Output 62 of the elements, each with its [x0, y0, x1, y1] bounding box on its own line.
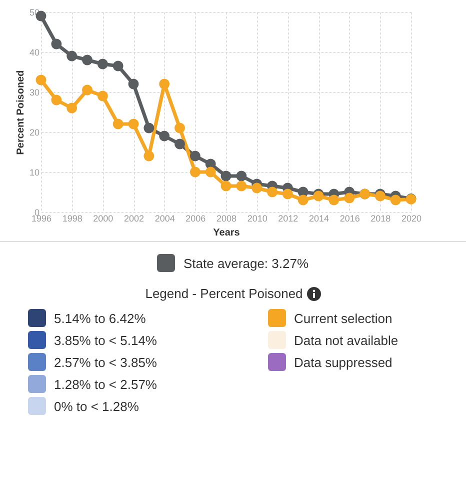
point: [97, 90, 108, 102]
x-tick-label: 1998: [62, 214, 82, 224]
y-tick-label: 30: [29, 88, 40, 98]
point: [51, 94, 62, 106]
point: [267, 186, 278, 198]
text: Data not available: [294, 332, 398, 348]
point: [328, 194, 340, 206]
point: [128, 118, 139, 130]
point: [144, 122, 154, 134]
point: [36, 74, 46, 86]
point: [190, 150, 200, 162]
point: [82, 84, 92, 96]
text: 2.57% to < 3.85%: [54, 354, 157, 370]
point: [190, 166, 200, 178]
point: [66, 102, 78, 114]
x-tick-label: 2008: [216, 214, 237, 224]
text: 3.85% to < 5.14%: [54, 332, 157, 348]
x-tick-label: 2018: [370, 214, 391, 224]
x-tick-label: 1996: [31, 214, 52, 224]
x-tick-label: 2020: [401, 214, 422, 224]
x-axis-title: Years: [213, 228, 240, 238]
point: [159, 130, 170, 142]
x-tick-label: 2016: [340, 214, 360, 224]
x-tick-label: 2006: [186, 214, 206, 224]
point: [205, 166, 216, 178]
point: [174, 122, 185, 134]
x-tick-label: 2014: [308, 214, 330, 224]
point: [51, 38, 62, 50]
point: [390, 194, 401, 206]
x-tick-label: 2010: [247, 214, 268, 224]
text: 1.28% to < 2.57%: [54, 376, 157, 392]
y-axis-title: Percent Poisoned: [15, 70, 26, 155]
point: [159, 78, 170, 90]
x-tick-label: 2012: [278, 214, 298, 224]
point: [220, 180, 232, 192]
text: 5.14% to 6.42%: [54, 310, 146, 326]
x-tick-label: 2000: [93, 214, 114, 224]
point: [144, 150, 154, 162]
legend-title: Legend - Percent Poisoned: [145, 286, 303, 301]
y-tick-label: 20: [29, 128, 40, 138]
point: [82, 54, 92, 66]
legend-label: State average: 3.27%: [183, 256, 309, 270]
point: [174, 138, 185, 150]
text: 0% to < 1.28%: [54, 398, 139, 414]
x-tick-label: 2004: [154, 214, 175, 224]
point: [112, 60, 124, 72]
x-tick-label: 2002: [124, 214, 144, 224]
y-tick-label: 10: [29, 168, 40, 178]
point: [236, 170, 247, 182]
point: [298, 194, 308, 206]
point: [282, 188, 293, 200]
point: [344, 192, 355, 204]
point: [236, 180, 247, 192]
text: Data suppressed: [294, 354, 392, 370]
point: [252, 182, 262, 194]
point: [97, 58, 108, 70]
point: [66, 50, 78, 62]
point: [128, 78, 139, 90]
legend-label: Current selection: [294, 310, 392, 326]
point: [220, 170, 232, 182]
point: [112, 118, 124, 130]
y-tick-label: 40: [29, 48, 40, 58]
